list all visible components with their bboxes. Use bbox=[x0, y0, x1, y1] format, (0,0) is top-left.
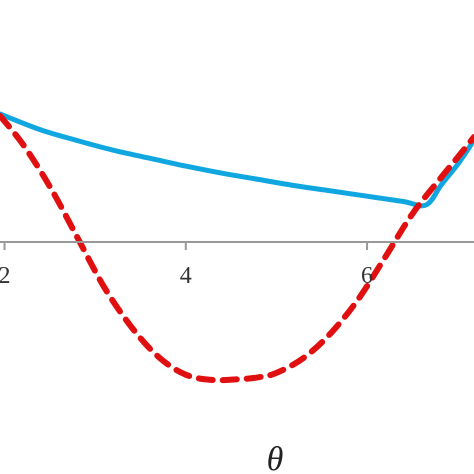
x-tick-label: 6 bbox=[361, 263, 373, 289]
x-tick-label: 4 bbox=[180, 263, 192, 289]
x-tick-label: 2 bbox=[0, 263, 11, 289]
series-dashed-line bbox=[0, 112, 474, 384]
x-axis-title: θ bbox=[267, 441, 284, 474]
series-solid-line bbox=[0, 111, 474, 209]
x-ticks: 2 4 6 bbox=[0, 242, 373, 289]
series-layer bbox=[0, 111, 474, 384]
